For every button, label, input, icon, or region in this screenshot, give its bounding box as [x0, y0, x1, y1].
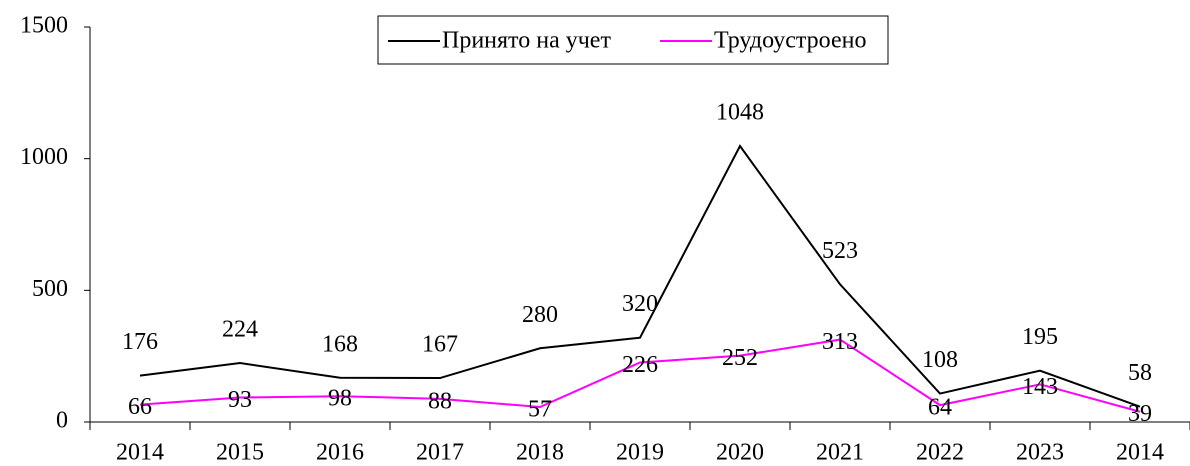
data-label: 98 — [328, 386, 352, 412]
x-tick-label: 2021 — [816, 440, 864, 466]
data-label: 88 — [428, 388, 452, 414]
legend-label: Трудоустроено — [714, 28, 866, 54]
x-tick-label: 2014 — [116, 440, 164, 466]
data-label: 224 — [222, 317, 258, 343]
data-label: 108 — [922, 347, 958, 373]
x-tick-label: 2023 — [1016, 440, 1064, 466]
data-label: 64 — [928, 395, 952, 421]
x-tick-label: 2015 — [216, 440, 264, 466]
data-label: 167 — [422, 332, 458, 358]
data-label: 523 — [822, 238, 858, 264]
data-label: 226 — [622, 352, 658, 378]
data-label: 66 — [128, 394, 152, 420]
x-tick-label: 2022 — [916, 440, 964, 466]
x-tick-label: 2017 — [416, 440, 464, 466]
x-tick-label: 2018 — [516, 440, 564, 466]
data-label: 168 — [322, 331, 358, 357]
x-tick-label: 2019 — [616, 440, 664, 466]
data-label: 280 — [522, 302, 558, 328]
x-tick-label: 2014 — [1116, 440, 1164, 466]
data-label: 176 — [122, 329, 158, 355]
x-tick-label: 2020 — [716, 440, 764, 466]
data-label: 195 — [1022, 324, 1058, 350]
data-label: 1048 — [716, 100, 764, 126]
y-tick-label: 500 — [32, 276, 68, 302]
data-label: 313 — [822, 329, 858, 355]
series-line — [139, 144, 1141, 408]
data-label: 320 — [622, 291, 658, 317]
y-tick-label: 1500 — [20, 13, 68, 39]
data-label: 252 — [722, 345, 758, 371]
legend-box — [377, 15, 889, 65]
data-label: 143 — [1022, 374, 1058, 400]
data-label: 58 — [1128, 360, 1152, 386]
data-label: 93 — [228, 387, 252, 413]
data-label: 57 — [528, 396, 552, 422]
y-tick-label: 0 — [56, 408, 68, 434]
y-tick-label: 1000 — [20, 144, 68, 170]
x-tick-label: 2016 — [316, 440, 364, 466]
series-line — [139, 338, 1141, 413]
legend-label: Принято на учет — [442, 28, 611, 54]
data-label: 39 — [1128, 401, 1152, 427]
